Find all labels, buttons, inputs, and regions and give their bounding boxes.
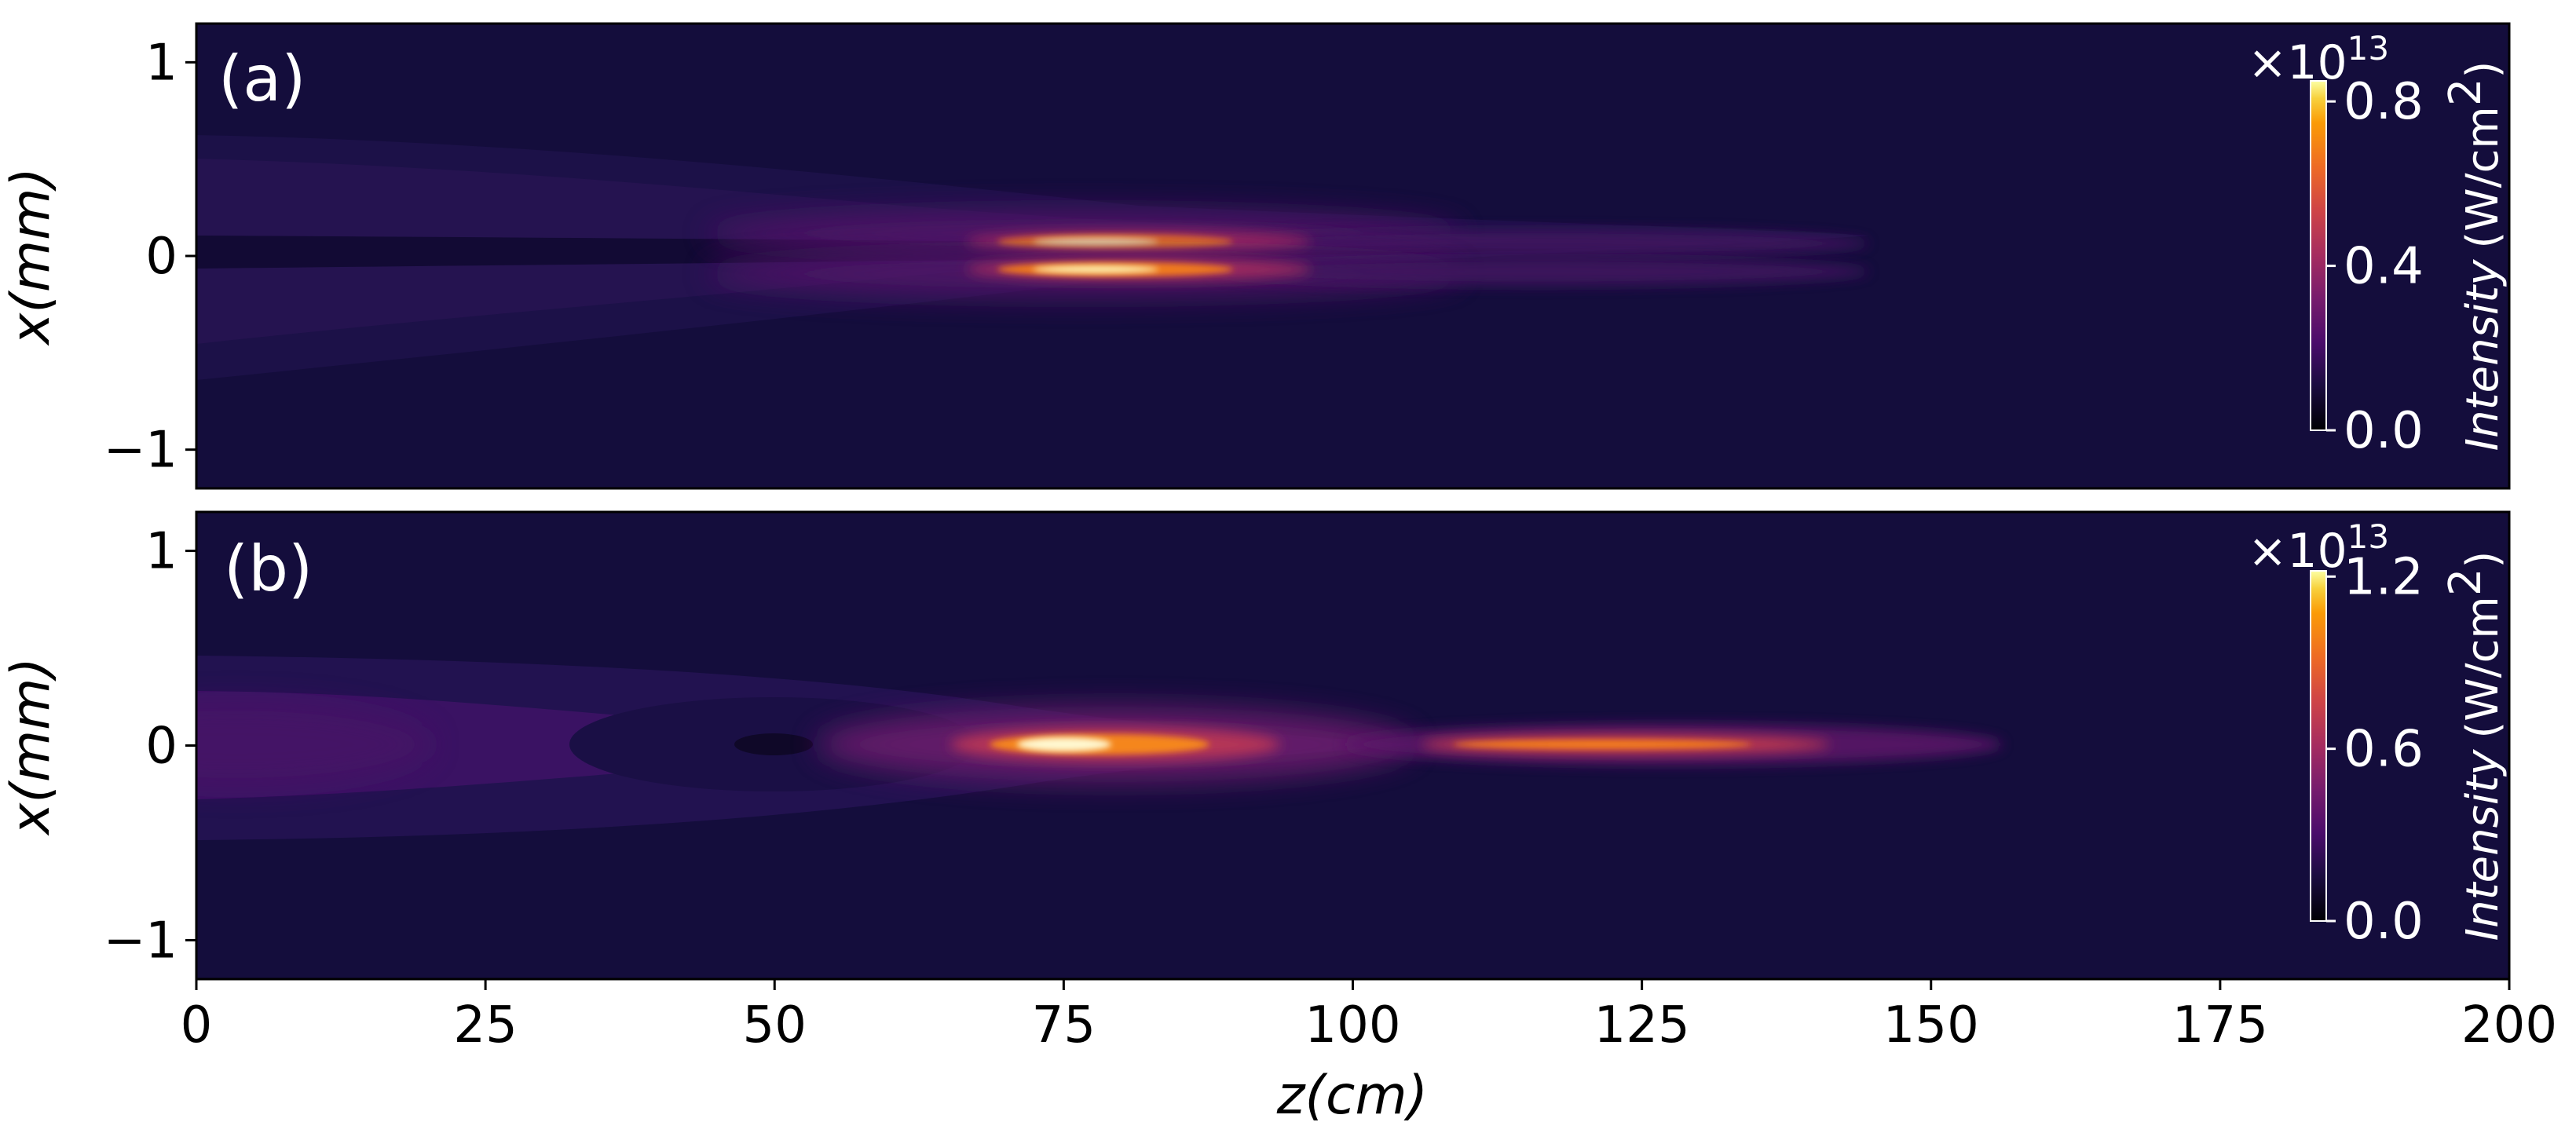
- y-axis-label-a: x(mm): [0, 167, 62, 346]
- panel-b: (b) x(mm) z(cm) 10−1 0 25 50 75 100 125 150 175…: [0, 510, 2557, 1127]
- colorbar-tick-label: 0.0: [2344, 893, 2424, 951]
- y-axis-label-b: x(mm): [0, 657, 62, 836]
- filament-a-lower-tail: [1209, 258, 1869, 286]
- filament-b: [817, 707, 2003, 782]
- colorbar-a-ticks: 0.0 0.4 0.8: [2326, 73, 2424, 460]
- filament-a-lower: [707, 250, 1869, 298]
- heatmap-b-beam-origin: [196, 701, 432, 788]
- y-tick-label: −1: [104, 422, 177, 480]
- colorbar-b: [2310, 570, 2327, 922]
- colorbar-tick-label: 1.2: [2344, 548, 2424, 606]
- x-tick-label: 50: [743, 996, 807, 1054]
- colorbar-tick-label: 0.6: [2344, 721, 2424, 779]
- colorbar-tick-label: 0.4: [2344, 238, 2424, 296]
- y-tick-label: 0: [145, 228, 177, 286]
- panel-a: (a) x(mm) 1 0 −1 0.0 0.4 0.8 ×1013 Intensity…: [0, 22, 2511, 490]
- x-tick-label: 0: [181, 996, 213, 1054]
- x-tick-label: 200: [2461, 996, 2557, 1054]
- x-tick-label: 75: [1032, 996, 1096, 1054]
- heatmap-a: [196, 24, 2509, 488]
- filament-b-peak: [1017, 737, 1111, 751]
- heatmap-b: [196, 512, 2509, 979]
- x-tick-label: 25: [453, 996, 517, 1054]
- y-ticks-b: 1 0 −1: [104, 523, 196, 970]
- filament-a-upper: [707, 210, 1869, 258]
- y-tick-label: −1: [104, 912, 177, 970]
- panel-label-a: (a): [218, 42, 306, 115]
- x-tick-label: 100: [1304, 996, 1400, 1054]
- filament-a-upper-peak: [1033, 238, 1158, 246]
- x-tick-label: 150: [1883, 996, 1979, 1054]
- colorbar-a: [2310, 80, 2327, 431]
- filament-a-upper-tail: [1209, 229, 1869, 258]
- colorbar-tick-label: 0.0: [2344, 402, 2424, 460]
- y-ticks-a: 1 0 −1: [104, 34, 196, 480]
- colorbar-a-label: Intensity(W/cm2): [2440, 61, 2508, 451]
- colorbar-b-label: Intensity(W/cm2): [2440, 551, 2508, 941]
- colorbar-b-scale: ×1013: [2248, 517, 2389, 579]
- y-tick-label: 0: [145, 718, 177, 776]
- x-ticks-b: 0 25 50 75 100 125 150 175 200: [181, 979, 2557, 1054]
- colorbar-a-scale: ×1013: [2248, 29, 2389, 90]
- panel-label-b: (b): [224, 532, 313, 605]
- filament-b-second-hot: [1453, 740, 1751, 749]
- x-axis-label: z(cm): [1276, 1065, 1428, 1127]
- x-tick-label: 175: [2172, 996, 2268, 1054]
- y-tick-label: 1: [145, 34, 177, 92]
- colorbar-tick-label: 0.8: [2344, 73, 2424, 131]
- heatmap-b-dark-hole: [734, 733, 813, 755]
- colorbar-b-ticks: 0.0 0.6 1.2: [2326, 548, 2424, 951]
- y-tick-label: 1: [145, 523, 177, 581]
- x-tick-label: 125: [1594, 996, 1690, 1054]
- filament-a-lower-peak: [1033, 265, 1158, 273]
